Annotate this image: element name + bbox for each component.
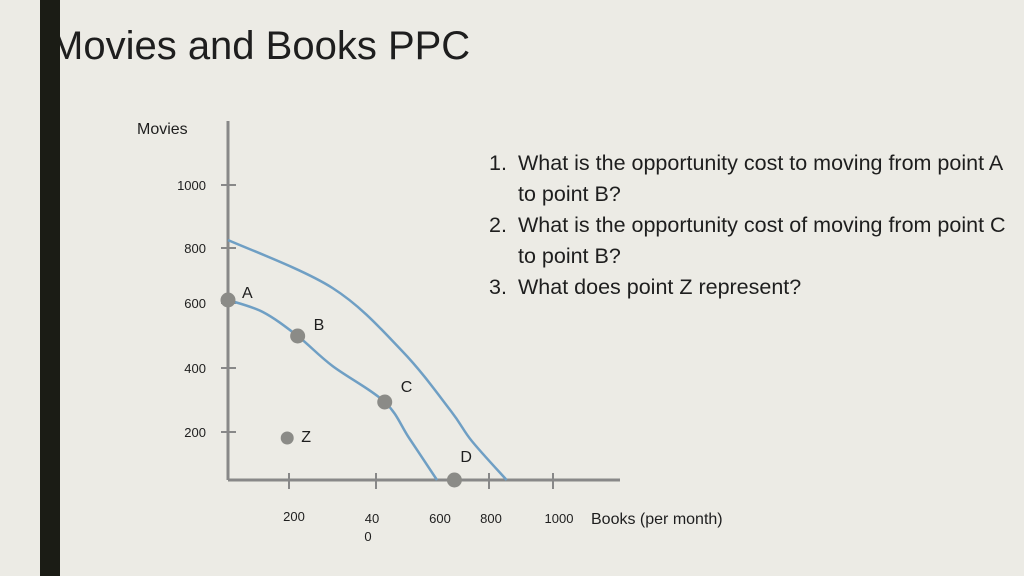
question-item: 2. What is the opportunity cost of movin… [489, 210, 1009, 272]
question-number: 3. [489, 275, 507, 299]
point-d-marker [446, 472, 462, 488]
question-list: 1. What is the opportunity cost to movin… [489, 148, 1009, 303]
point-z-label: Z [301, 429, 311, 446]
outer-ppc-curve [227, 238, 508, 481]
point-c-label: C [401, 379, 413, 396]
left-accent-bar [40, 0, 60, 576]
inner-ppc-curve [227, 298, 439, 481]
y-tick-label: 200 [184, 425, 206, 440]
question-item: 1. What is the opportunity cost to movin… [489, 148, 1009, 210]
x-tick-label-line: 40 [365, 511, 379, 526]
y-tick-label: 600 [184, 296, 206, 311]
x-tick-label-line: 0 [364, 529, 371, 544]
point-a-marker [220, 292, 236, 308]
x-axis-title: Books (per month) [591, 511, 723, 528]
y-tick-label: 800 [184, 241, 206, 256]
x-tick-label: 40 0 [364, 511, 379, 544]
question-text: What is the opportunity cost of moving f… [518, 213, 1006, 268]
y-tick-label: 1000 [177, 178, 206, 193]
x-tick-label: 1000 [545, 511, 574, 526]
x-tick-label: 600 [429, 511, 451, 526]
page-title: Movies and Books PPC [50, 24, 471, 68]
question-number: 1. [489, 151, 507, 175]
question-number: 2. [489, 213, 507, 237]
question-text: What is the opportunity cost to moving f… [518, 151, 1002, 206]
y-axis-title: Movies [137, 121, 188, 138]
x-tick-label: 200 [283, 509, 305, 524]
point-b-marker [290, 328, 306, 344]
question-item: 3. What does point Z represent? [489, 272, 1009, 303]
point-b-label: B [314, 317, 325, 334]
point-c-marker [377, 394, 393, 410]
point-d-label: D [460, 449, 472, 466]
x-tick-label: 800 [480, 511, 502, 526]
point-a-label: A [242, 285, 253, 302]
point-z-marker [280, 431, 294, 445]
y-tick-label: 400 [184, 361, 206, 376]
question-text: What does point Z represent? [518, 275, 802, 299]
